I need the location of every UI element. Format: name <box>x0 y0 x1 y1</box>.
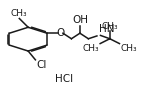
Text: Cl: Cl <box>36 60 47 70</box>
Text: O: O <box>57 28 65 38</box>
Text: HN: HN <box>99 24 114 34</box>
Text: CH₃: CH₃ <box>83 44 99 53</box>
Text: CH₃: CH₃ <box>120 44 137 53</box>
Text: OH: OH <box>72 15 88 25</box>
Text: HCl: HCl <box>55 74 73 84</box>
Text: CH₃: CH₃ <box>10 9 27 18</box>
Text: CH₃: CH₃ <box>101 22 118 31</box>
